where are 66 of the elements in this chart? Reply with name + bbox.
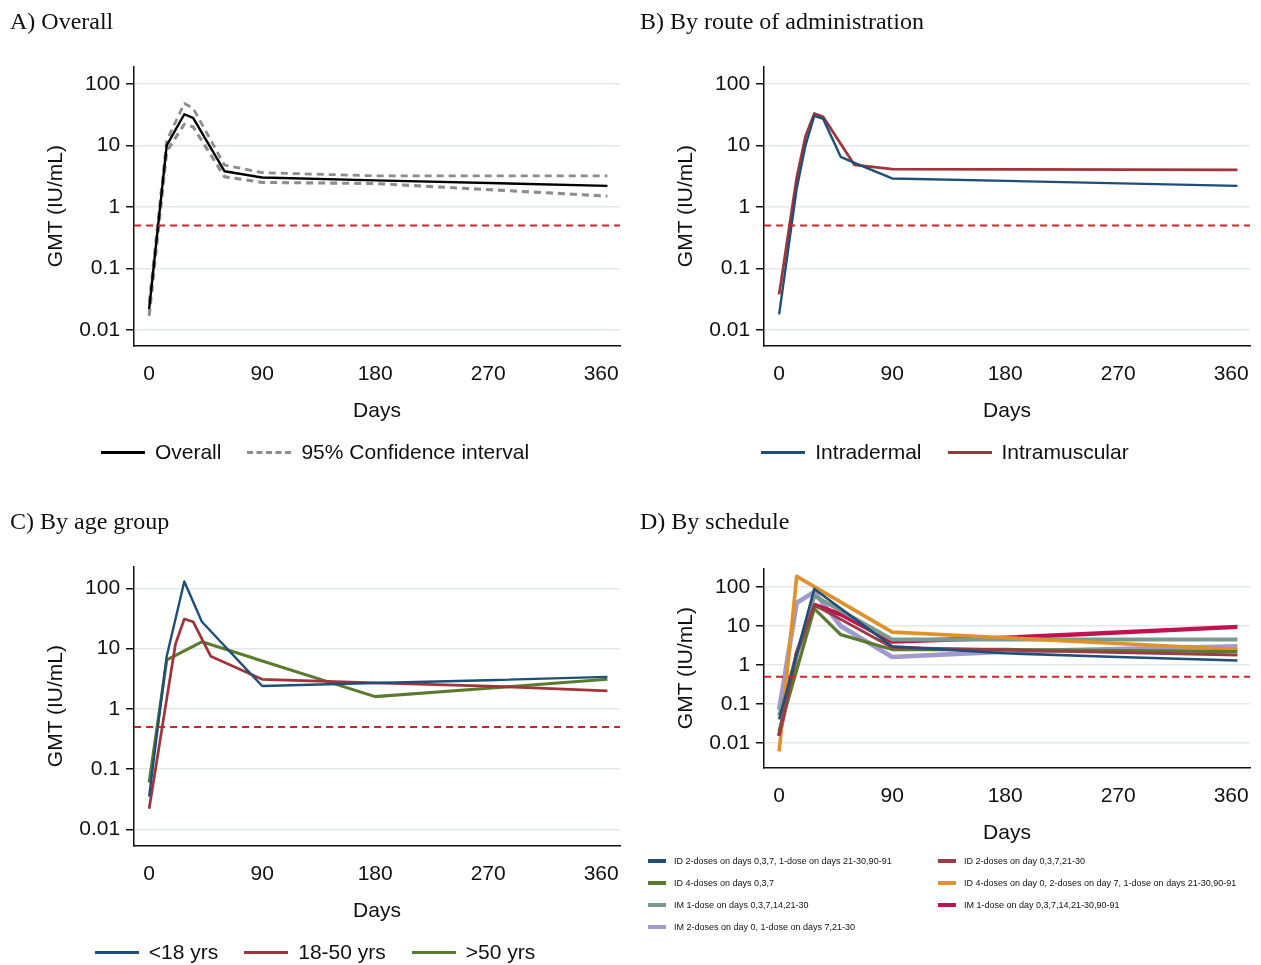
x-axis-title: Days (353, 398, 401, 422)
y-tick-label: 0.1 (90, 756, 121, 779)
y-tick-label: 0.01 (709, 729, 751, 753)
y-tick-label: 100 (85, 70, 121, 94)
legend-label: Intramuscular (1001, 440, 1129, 464)
x-tick-label: 270 (1100, 361, 1136, 384)
legend-label: ID 4-doses on days 0,3,7 (674, 878, 775, 888)
chart-title: B) By route of administration (640, 8, 924, 35)
x-tick-label: 0 (773, 783, 785, 806)
chart-title: A) Overall (10, 8, 114, 35)
y-tick-label: 1 (108, 695, 121, 719)
legend-label: Intradermal (815, 440, 922, 464)
x-tick-label: 180 (357, 861, 393, 884)
legend-label: <18 yrs (148, 940, 219, 964)
x-tick-label: 0 (773, 361, 785, 384)
legend-label: 95% Confidence interval (301, 440, 530, 464)
legend-label: ID 2-doses on days 0,3,7, 1-dose on days 21-30,90-91 (674, 856, 892, 866)
x-tick-label: 90 (880, 361, 904, 384)
x-tick-label: 180 (987, 783, 1023, 806)
x-tick-label: 180 (357, 361, 393, 384)
legend-label: IM 1-dose on days 0,3,7,14,21-30 (674, 900, 809, 910)
x-tick-label: 270 (1100, 783, 1136, 806)
x-tick-label: 90 (880, 783, 904, 806)
y-axis-title: GMT (IU/mL) (673, 607, 697, 730)
y-tick-label: 1 (738, 193, 751, 217)
y-tick-label: 0.01 (79, 316, 121, 340)
y-tick-label: 100 (85, 575, 121, 599)
x-axis-title: Days (353, 898, 401, 922)
x-tick-label: 360 (583, 861, 619, 884)
x-tick-label: 270 (470, 861, 506, 884)
y-tick-label: 100 (715, 70, 751, 94)
chart-title: D) By schedule (640, 508, 790, 535)
y-tick-label: 0.1 (720, 690, 751, 714)
x-tick-label: 360 (1213, 361, 1249, 384)
legend-label: ID 2-doses on day 0,3,7,21-30 (964, 856, 1086, 866)
x-tick-label: 270 (470, 361, 506, 384)
y-tick-label: 0.01 (79, 816, 121, 840)
x-tick-label: 0 (143, 361, 155, 384)
y-axis-title: GMT (IU/mL) (673, 145, 697, 268)
y-tick-label: 10 (726, 612, 751, 636)
y-tick-label: 1 (738, 651, 751, 675)
y-tick-label: 10 (726, 132, 751, 156)
chart-title: C) By age group (10, 508, 170, 535)
x-tick-label: 0 (143, 861, 155, 884)
y-tick-label: 0.1 (720, 255, 751, 279)
legend-label: 18-50 yrs (298, 940, 386, 964)
x-tick-label: 90 (250, 361, 274, 384)
x-axis-title: Days (983, 820, 1031, 844)
legend-label: >50 yrs (465, 940, 536, 964)
x-tick-label: 360 (1213, 783, 1249, 806)
x-axis-title: Days (983, 398, 1031, 422)
y-axis-title: GMT (IU/mL) (43, 145, 67, 268)
y-tick-label: 10 (96, 635, 121, 659)
x-tick-label: 90 (250, 861, 274, 884)
y-axis-title: GMT (IU/mL) (43, 645, 67, 768)
legend-label: Overall (154, 440, 222, 464)
y-tick-label: 10 (96, 132, 121, 156)
legend-label: IM 2-doses on day 0, 1-dose on days 7,21-30 (674, 922, 856, 932)
x-tick-label: 360 (583, 361, 619, 384)
legend-label: ID 4-doses on day 0, 2-doses on day 7, 1-dose on days 21-30,90-91 (964, 878, 1237, 888)
y-tick-label: 0.1 (90, 255, 121, 279)
x-tick-label: 180 (987, 361, 1023, 384)
y-tick-label: 100 (715, 573, 751, 597)
y-tick-label: 1 (108, 193, 121, 217)
y-tick-label: 0.01 (709, 316, 751, 340)
legend-label: IM 1-dose on day 0,3,7,14,21-30,90-91 (964, 900, 1120, 910)
